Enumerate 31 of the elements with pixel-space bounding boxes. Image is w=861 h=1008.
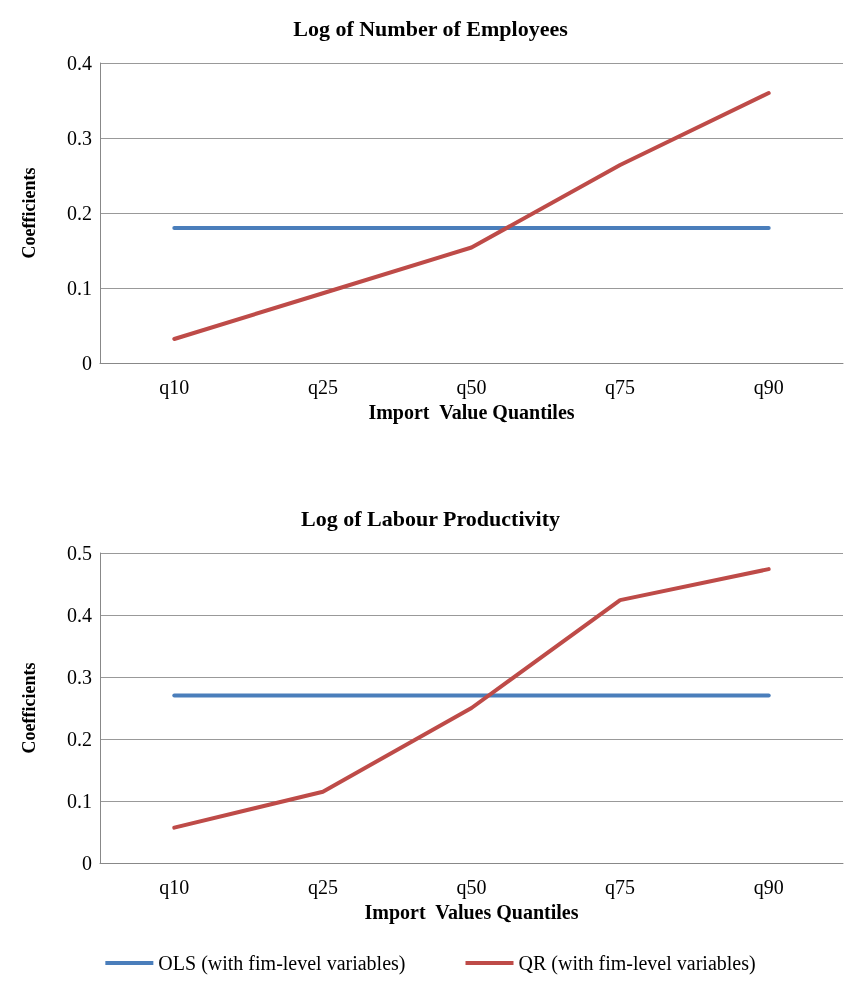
x-tick-label: q25 <box>307 876 338 899</box>
y-tick-label: 0.3 <box>67 666 92 688</box>
x-tick-label: q10 <box>159 876 190 899</box>
x-axis-title: Import Value Quantiles <box>368 400 575 424</box>
x-tick-label: q25 <box>307 376 338 399</box>
y-axis-title: Coefficients <box>19 167 39 259</box>
x-tick-label: q50 <box>456 876 487 899</box>
x-tick-label: q75 <box>605 376 636 399</box>
y-tick-label: 0 <box>82 852 92 874</box>
x-tick-label: q50 <box>456 376 487 399</box>
line-series <box>172 91 771 341</box>
x-axis-title: Import Values Quantiles <box>364 900 579 924</box>
legend-label: QR (with fim-level variables) <box>518 952 756 975</box>
y-tick-label: 0 <box>82 352 92 374</box>
y-tick-label: 0.1 <box>67 790 92 812</box>
y-tick-label: 0.4 <box>67 52 92 74</box>
x-tick-label: q75 <box>605 876 636 899</box>
legend-label: OLS (with fim-level variables) <box>158 952 406 975</box>
chart-title: Log of Labour Productivity <box>301 505 560 531</box>
y-tick-label: 0.5 <box>67 542 92 564</box>
y-tick-label: 0.1 <box>67 277 92 299</box>
y-tick-label: 0.4 <box>67 604 92 626</box>
y-axis-title: Coefficients <box>19 662 39 754</box>
y-tick-label: 0.2 <box>67 728 92 750</box>
x-tick-label: q10 <box>159 376 190 399</box>
y-tick-label: 0.3 <box>67 127 92 149</box>
x-tick-label: q90 <box>753 376 784 399</box>
x-tick-label: q90 <box>753 876 784 899</box>
y-tick-label: 0.2 <box>67 202 92 224</box>
line-series <box>172 567 771 830</box>
chart-title: Log of Number of Employees <box>293 15 569 41</box>
